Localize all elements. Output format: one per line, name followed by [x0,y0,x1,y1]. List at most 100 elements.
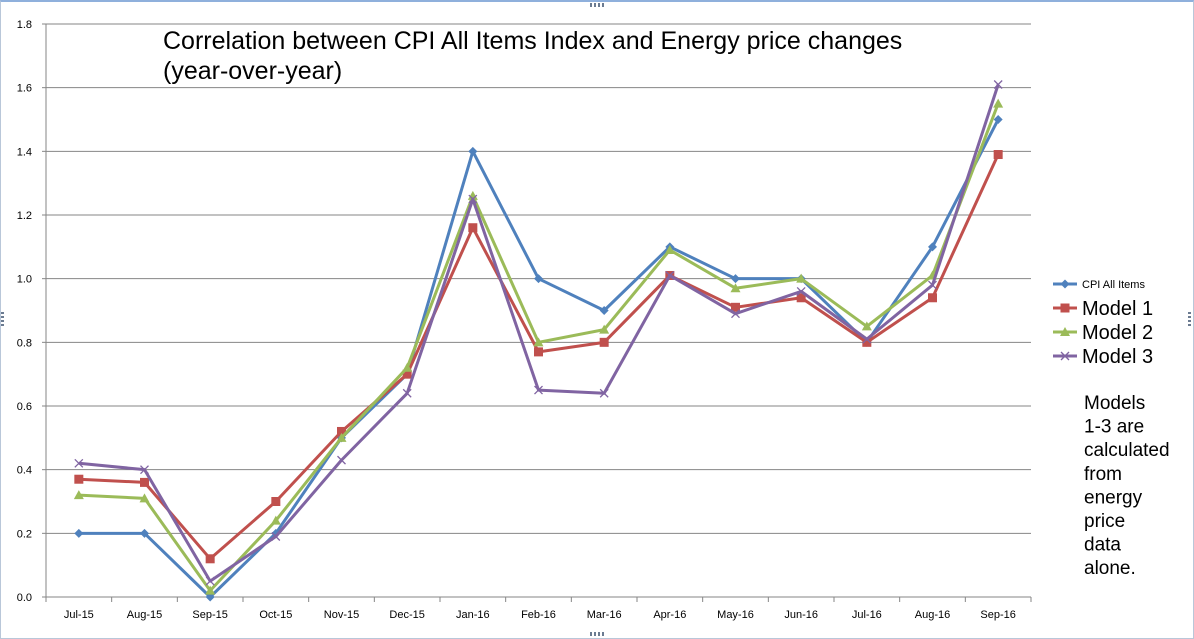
marker-stroke [205,576,215,586]
series-line-model-3 [78,84,1000,583]
data-point-model-3 [205,576,215,586]
data-point-model-1 [337,426,346,436]
data-point-cpi-all-items [468,146,478,156]
y-tick-label: 1.6 [17,83,32,95]
right-resize-handle[interactable] [1188,312,1191,326]
data-point-model-3 [993,80,1003,89]
annotation-line: 1-3 are [1084,417,1144,438]
x-tick-label: Oct-15 [259,609,292,621]
data-point-model-1 [140,477,149,487]
legend-label: Model 3 [1082,346,1153,368]
marker-stroke [534,385,543,395]
x-tick-label: Aug-15 [127,609,162,621]
marker-stroke [731,309,740,319]
data-point-model-2 [533,337,544,347]
data-point-cpi-all-items [731,274,740,284]
data-point-model-2 [402,362,413,372]
data-point-cpi-all-items [993,115,1003,124]
marker-stroke [271,532,281,541]
marker-stroke [74,458,84,468]
data-point-model-1 [599,337,609,347]
data-point-cpi-all-items [928,242,937,252]
data-point-cpi-all-items [74,528,84,538]
legend-label: CPI All Items [1082,279,1145,291]
legend-swatch-marker [1060,351,1070,361]
legend-item-model-1[interactable]: Model 1 [1053,298,1153,320]
data-point-model-3 [665,271,675,280]
data-point-model-2 [139,493,150,503]
legend-item-model-3[interactable]: Model 3 [1053,346,1153,368]
y-tick-label: 0.0 [17,592,32,604]
x-tick-label: Feb-16 [521,609,556,621]
annotation-line: energy [1084,487,1143,508]
marker-stroke [862,334,872,344]
legend-item-model-2[interactable]: Model 2 [1053,322,1153,344]
annotation-line: Models [1084,393,1145,414]
marker-stroke [402,388,412,398]
data-point-cpi-all-items [205,592,215,602]
marker-stroke [599,388,609,398]
y-tick-label: 1.0 [17,274,32,286]
x-tick-label: Sep-15 [192,609,227,621]
data-point-model-2 [467,190,478,200]
left-resize-handle[interactable] [1,312,4,326]
data-point-model-2 [993,98,1004,108]
data-point-model-1 [402,369,412,379]
marker-stroke [796,286,806,296]
data-point-model-3 [337,455,346,465]
chart-title-line-2: (year-over-year) [163,57,342,85]
y-tick-label: 0.6 [17,401,32,413]
data-point-model-2 [205,585,216,595]
data-point-model-2 [336,432,347,442]
data-point-model-3 [731,309,740,319]
x-tick-label: Jul-16 [852,609,882,621]
marker-stroke [468,194,478,204]
bottom-resize-handle[interactable] [590,632,604,636]
data-point-cpi-all-items [140,528,149,538]
data-point-model-3 [928,280,937,290]
annotation-line: data [1084,535,1121,556]
x-tick-label: Jan-16 [456,609,490,621]
legend-label: Model 1 [1082,298,1153,320]
marker-stroke [1060,351,1070,361]
x-tick-label: Aug-16 [915,609,950,621]
y-tick-label: 0.8 [17,337,32,349]
marker-stroke [337,455,346,465]
y-tick-label: 0.2 [17,528,32,540]
legend-swatch-marker [1060,279,1070,289]
series-line-cpi-all-items [78,118,1000,599]
data-point-model-3 [599,388,609,398]
data-point-model-1 [928,293,937,303]
annotation-line: from [1084,464,1122,485]
legend-swatch-marker [1060,327,1070,336]
data-point-model-3 [402,388,412,398]
annotation-line: price [1084,511,1125,532]
data-point-cpi-all-items [599,306,609,315]
data-point-model-3 [74,458,84,468]
legend-item-cpi-all-items[interactable]: CPI All Items [1053,279,1145,291]
y-tick-label: 1.4 [17,146,32,158]
data-point-model-1 [731,302,740,312]
marker-stroke [665,271,675,280]
data-point-cpi-all-items [534,274,543,284]
series-model-3 [74,80,1003,586]
data-point-model-2 [599,324,610,334]
data-point-model-3 [468,194,478,204]
axes: 0.0 0.2 0.4 0.6 0.8 1.0 1.2 1.4 1.6 1.8 Jul-15 Aug-… [17,19,1032,621]
top-resize-handle[interactable] [590,3,604,7]
annotation-line: calculated [1084,440,1170,461]
data-point-model-1 [993,150,1003,160]
series-model-1 [74,150,1003,564]
data-point-model-3 [796,286,806,296]
x-tick-label: Jul-15 [64,609,94,621]
x-tick-label: Jun-16 [784,609,818,621]
data-point-model-2 [861,321,872,331]
y-tick-label: 0.4 [17,465,32,477]
data-point-model-3 [140,465,149,475]
x-tick-label: May-16 [717,609,754,621]
x-tick-label: Nov-15 [324,609,359,621]
y-tick-label: 1.8 [17,19,32,31]
